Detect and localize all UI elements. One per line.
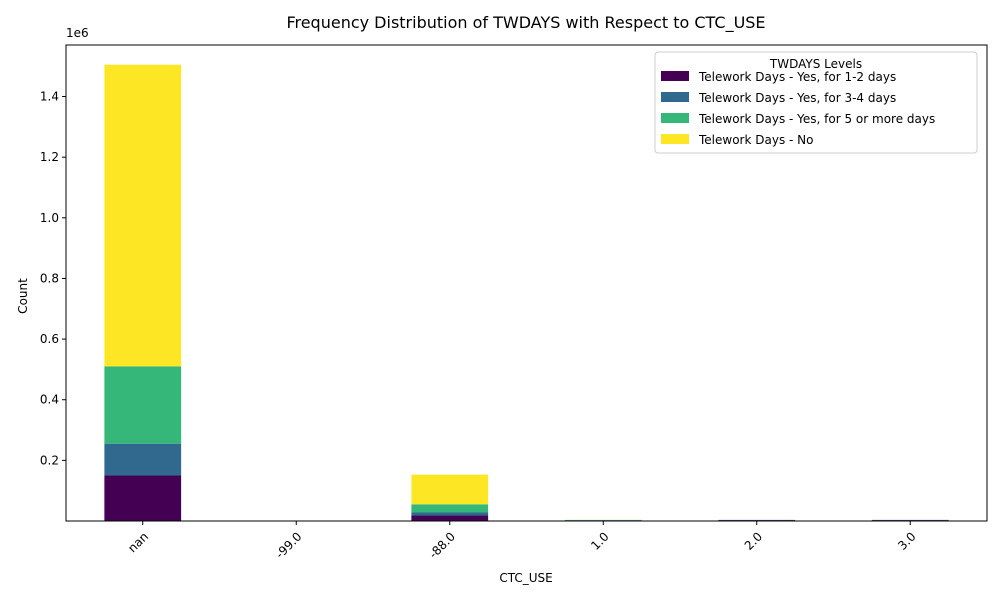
x-tick-label: 3.0	[895, 529, 918, 552]
legend-label: Telework Days - No	[698, 133, 813, 147]
legend-swatch	[661, 113, 689, 123]
legend-swatch	[661, 134, 689, 144]
legend: TWDAYS Levels Telework Days - Yes, for 1…	[654, 51, 978, 154]
y-tick-label: 0.4	[40, 393, 59, 407]
y-tick-label: 1.4	[40, 90, 59, 104]
bar-segment	[104, 443, 182, 476]
y-tick-label: 0.6	[40, 332, 59, 346]
y-axis-label: Count	[16, 278, 30, 314]
legend-swatch	[661, 92, 689, 102]
x-tick-label: nan	[125, 529, 151, 555]
legend-items: Telework Days - Yes, for 1-2 days Telewor…	[661, 70, 935, 147]
bar-segment	[411, 515, 489, 521]
bar-segment	[411, 504, 489, 513]
y-tick-label: 0.8	[40, 271, 59, 285]
bar-segment	[104, 64, 182, 367]
legend-box	[654, 51, 978, 154]
legend-label: Telework Days - Yes, for 3-4 days	[698, 91, 896, 105]
bar-segment	[104, 366, 182, 444]
x-axis-label: CTC_USE	[499, 571, 552, 585]
y-tick-label: 1.2	[40, 150, 59, 164]
x-tick-label: 1.0	[588, 529, 611, 552]
legend-title: TWDAYS Levels	[769, 57, 862, 71]
x-tick-label: 2.0	[742, 529, 765, 552]
bar-segment	[104, 475, 182, 521]
legend-label: Telework Days - Yes, for 1-2 days	[698, 70, 896, 84]
bars	[104, 64, 949, 521]
x-tick-label: -99.0	[273, 529, 305, 561]
plot-frame	[65, 44, 988, 522]
x-tick-label: -88.0	[426, 529, 458, 561]
y-tick-label: 1.0	[40, 211, 59, 225]
bar-segment	[411, 474, 489, 505]
y-tick-label: 0.2	[40, 453, 59, 467]
legend-label: Telework Days - Yes, for 5 or more days	[698, 112, 935, 126]
bar-segment	[411, 512, 489, 516]
legend-swatch	[661, 71, 689, 81]
chart-title: Frequency Distribution of TWDAYS with Re…	[286, 13, 765, 33]
y-offset-label: 1e6	[66, 26, 89, 40]
